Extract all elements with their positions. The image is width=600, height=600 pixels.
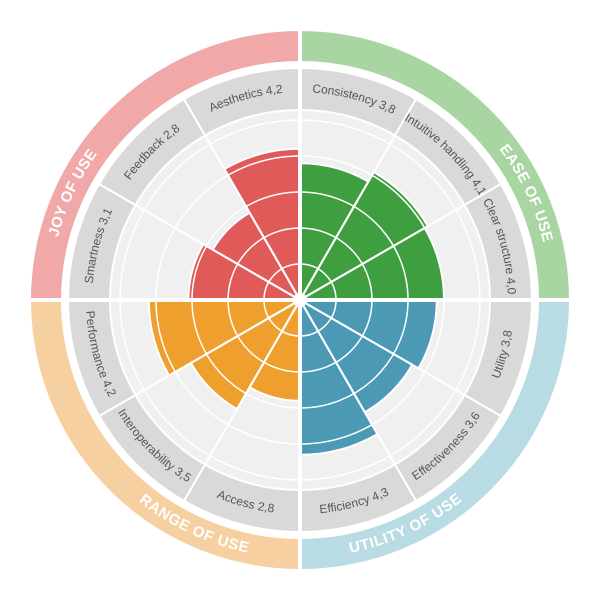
ux-polar-chart: Consistency 3,8Intuitive handling 4,1Cle… [0,0,600,600]
